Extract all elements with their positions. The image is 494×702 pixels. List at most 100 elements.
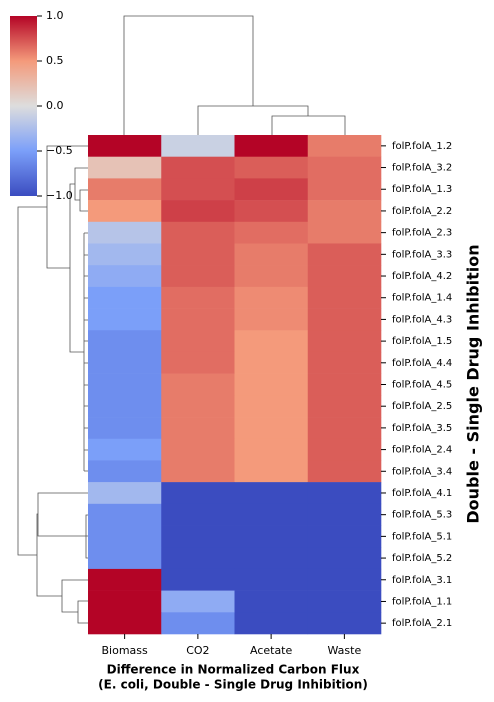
y-tick-label: folP.folA_4.3 <box>392 314 452 325</box>
heatmap-cell <box>161 200 235 223</box>
heatmap-cell <box>88 221 162 244</box>
heatmap-cell <box>161 243 235 266</box>
heatmap-cell <box>234 438 309 461</box>
heatmap-cell <box>307 265 382 288</box>
column-dendrogram <box>123 15 346 135</box>
row-dendrogram <box>17 145 88 624</box>
y-label: Double - Single Drug Inhibition <box>464 244 483 523</box>
heatmap-cell <box>88 178 162 201</box>
heatmap-cell <box>88 460 162 483</box>
heatmap-cell <box>234 351 309 374</box>
heatmap-cell <box>307 243 382 266</box>
y-tick-label: folP.folA_2.4 <box>392 445 452 456</box>
heatmap-cell <box>307 612 382 635</box>
heatmap-cell <box>307 460 382 483</box>
heatmap-cell <box>234 308 309 331</box>
heatmap-cell <box>307 351 382 374</box>
heatmap-cell <box>88 135 162 157</box>
heatmap-cell <box>161 612 235 635</box>
y-tick-label: folP.folA_1.2 <box>392 141 452 152</box>
y-tick-label: folP.folA_5.1 <box>392 531 452 542</box>
y-tick-label: folP.folA_4.5 <box>392 380 452 391</box>
heatmap-cell <box>307 156 382 179</box>
heatmap-cell <box>88 525 162 548</box>
colorbar-tick-label: 0.5 <box>46 54 64 67</box>
heatmap-cell <box>161 221 235 244</box>
y-tick-label: folP.folA_2.1 <box>392 618 452 629</box>
x-tick-label: Acetate <box>250 644 293 657</box>
heatmap-cell <box>88 330 162 353</box>
heatmap-cell <box>88 590 162 613</box>
x-tick-label: Biomass <box>101 644 148 657</box>
y-tick-label: folP.folA_1.5 <box>392 336 452 347</box>
heatmap-cell <box>88 308 162 331</box>
y-tick-label: folP.folA_3.4 <box>392 466 452 477</box>
heatmap-cell <box>307 135 382 157</box>
heatmap-cell <box>234 286 309 309</box>
y-tick-label: folP.folA_3.5 <box>392 423 452 434</box>
y-tick-label: folP.folA_2.5 <box>392 401 452 412</box>
x-label: Difference in Normalized Carbon Flux <box>107 663 360 677</box>
y-tick-label: folP.folA_4.1 <box>392 488 452 499</box>
heatmap-cell <box>161 503 235 526</box>
heatmap-cell <box>161 417 235 440</box>
heatmap-cell <box>307 373 382 396</box>
heatmap-cell <box>161 590 235 613</box>
colorbar-tick-label: −0.5 <box>46 144 73 157</box>
heatmap-cell <box>161 482 235 505</box>
colorbar-tick-label: 0.0 <box>46 99 64 112</box>
heatmap-cell <box>234 330 309 353</box>
colorbar-tick-label: 1.0 <box>46 9 64 22</box>
heatmap-cell <box>307 417 382 440</box>
heatmap-cell <box>307 590 382 613</box>
heatmap-cell <box>88 243 162 266</box>
y-tick-label: folP.folA_5.2 <box>392 553 452 564</box>
heatmap-cell <box>307 330 382 353</box>
heatmap-cell <box>161 330 235 353</box>
heatmap-cell <box>234 265 309 288</box>
heatmap-cell <box>234 612 309 635</box>
x-tick-label: Waste <box>328 644 362 657</box>
heatmap-cell <box>234 178 309 201</box>
heatmap-cell <box>88 351 162 374</box>
heatmap-cell <box>161 568 235 591</box>
heatmap-cell <box>88 438 162 461</box>
heatmap-cell <box>161 178 235 201</box>
heatmap-cell <box>88 612 162 635</box>
heatmap-cell <box>234 460 309 483</box>
heatmap-cell <box>307 438 382 461</box>
heatmap-cell <box>234 221 309 244</box>
heatmap-cell <box>234 243 309 266</box>
heatmap-cell <box>88 568 162 591</box>
heatmap-cell <box>307 503 382 526</box>
heatmap-cell <box>234 503 309 526</box>
heatmap-cell <box>234 200 309 223</box>
heatmap-cell <box>307 200 382 223</box>
heatmap-cell <box>307 308 382 331</box>
heatmap-cell <box>161 438 235 461</box>
heatmap-cell <box>234 568 309 591</box>
colorbar <box>10 16 37 196</box>
heatmap-cell <box>234 525 309 548</box>
y-tick-label: folP.folA_3.3 <box>392 249 452 260</box>
y-tick-label: folP.folA_1.4 <box>392 293 452 304</box>
heatmap-cell <box>88 417 162 440</box>
heatmap-cell <box>88 547 162 570</box>
heatmap-cell <box>234 547 309 570</box>
y-tick-label: folP.folA_5.3 <box>392 510 452 521</box>
y-tick-label: folP.folA_4.4 <box>392 358 452 369</box>
heatmap-cell <box>307 286 382 309</box>
heatmap-cell <box>307 395 382 418</box>
heatmap-cell <box>161 395 235 418</box>
heatmap-cell <box>234 417 309 440</box>
x-tick-label: CO2 <box>186 644 209 657</box>
heatmap-cell <box>234 590 309 613</box>
heatmap-cell <box>234 373 309 396</box>
heatmap-cell <box>307 178 382 201</box>
heatmap-cell <box>88 482 162 505</box>
y-tick-label: folP.folA_2.3 <box>392 228 452 239</box>
heatmap-cell <box>88 395 162 418</box>
heatmap-cell <box>307 525 382 548</box>
heatmap-cell <box>234 482 309 505</box>
heatmap-cell <box>234 135 309 157</box>
